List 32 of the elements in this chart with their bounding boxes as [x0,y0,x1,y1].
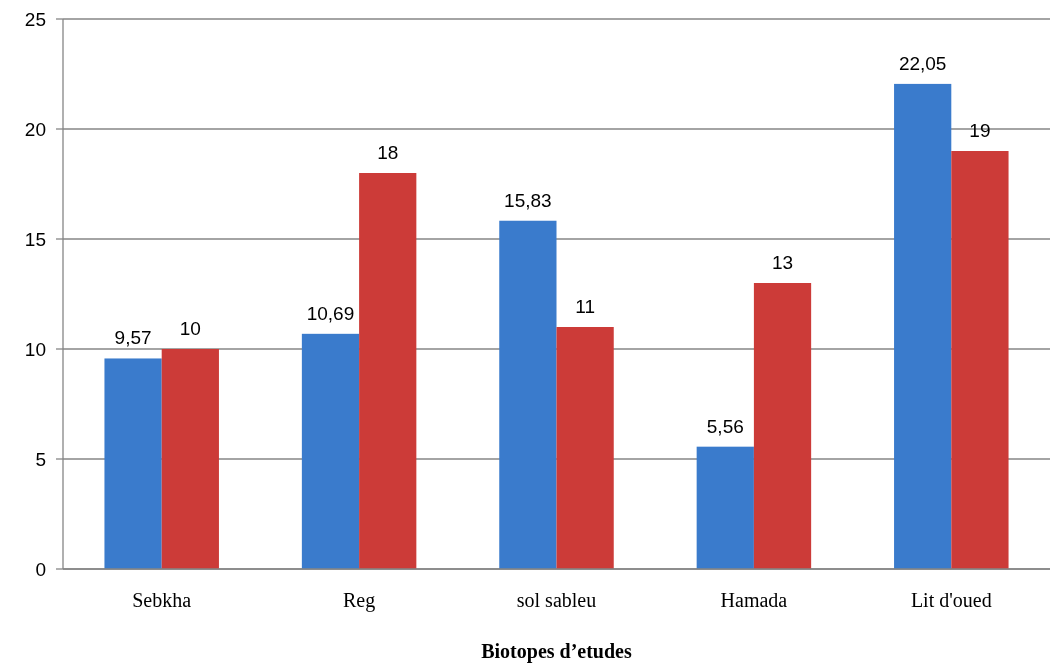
y-tick-label: 20 [24,118,46,140]
bar [104,358,162,569]
y-tick-label: 10 [24,338,46,360]
bar [359,173,417,569]
bar [894,83,952,569]
bar [696,446,754,569]
bar [556,327,614,569]
data-label: 13 [771,252,794,273]
data-label: 5,56 [706,415,744,437]
x-axis-title: Biotopes d’etudes [481,640,632,663]
y-tick-label: 25 [24,8,46,30]
bar [161,349,219,569]
bar [301,333,360,569]
y-tick-label: 0 [35,558,46,580]
x-tick-label: Reg [342,589,376,612]
data-label: 10 [179,318,201,339]
bar [499,220,557,569]
x-tick-label: Lit d'oued [910,589,992,611]
data-label: 19 [969,120,991,141]
data-label: 22,05 [898,52,947,74]
data-label: 18 [377,142,399,163]
y-tick-label: 15 [24,228,46,250]
x-tick-label: Hamada [720,589,788,611]
y-tick-label: 5 [35,448,46,470]
data-label: 11 [575,296,595,317]
x-tick-label: Sebkha [132,589,192,611]
bar [951,151,1009,569]
data-label: 15,83 [504,189,552,211]
bar [753,283,812,569]
x-tick-label: sol sableu [516,589,597,611]
data-label: 10,69 [306,302,355,324]
data-label: 9,57 [114,327,152,349]
